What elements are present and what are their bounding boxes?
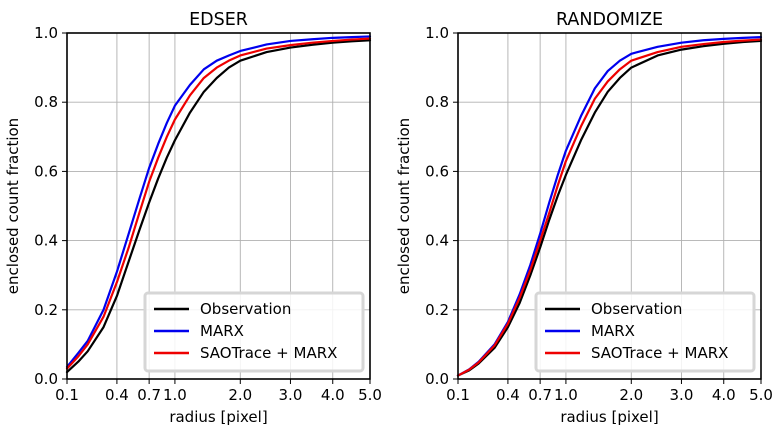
x-tick-label: 3.0 bbox=[279, 386, 303, 404]
y-tick-label: 1.0 bbox=[34, 24, 58, 42]
y-tick-label: 0.8 bbox=[425, 93, 449, 111]
series-line-saotrace-marx bbox=[456, 38, 763, 377]
series-line-saotrace-marx bbox=[65, 37, 372, 370]
chart-panel-1: 0.1 0.4 0.7 1.0 2.0 3.0 4.0 5.00.00.20.40.60.81… bbox=[4, 10, 382, 426]
legend-box bbox=[534, 291, 756, 373]
y-tick-label: 0.6 bbox=[425, 162, 449, 180]
x-tick-label: 0.1 bbox=[446, 386, 470, 404]
y-tick-label: 0.0 bbox=[425, 370, 449, 388]
x-tick-label: 1.0 bbox=[163, 386, 187, 404]
plot-frame bbox=[66, 32, 371, 380]
y-tick-label: 0.4 bbox=[34, 232, 58, 250]
series-line-observation bbox=[65, 39, 372, 374]
y-tick-label: 0.2 bbox=[425, 301, 449, 319]
x-tick-label: 5.0 bbox=[358, 386, 382, 404]
series-line-observation bbox=[456, 39, 763, 377]
x-tick-label: 0.4 bbox=[105, 386, 129, 404]
x-tick-label: 0.4 bbox=[496, 386, 520, 404]
y-axis-label: enclosed count fraction bbox=[395, 118, 413, 294]
chart-title: EDSER bbox=[189, 10, 248, 30]
y-tick-label: 0.8 bbox=[34, 93, 58, 111]
y-tick-label: 0.4 bbox=[425, 232, 449, 250]
y-axis-label: enclosed count fraction bbox=[4, 118, 22, 294]
legend: Observation MARX SAOTrace + MARX bbox=[534, 291, 756, 373]
y-tick-label: 0.2 bbox=[34, 301, 58, 319]
legend-label: MARX bbox=[591, 322, 635, 340]
x-tick-label: 2.0 bbox=[228, 386, 252, 404]
y-tick-label: 0.6 bbox=[34, 162, 58, 180]
legend-label: Observation bbox=[591, 300, 682, 318]
x-axis-label: radius [pixel] bbox=[560, 408, 658, 426]
chart-panel-2: 0.1 0.4 0.7 1.0 2.0 3.0 4.0 5.00.00.20.40.60.81… bbox=[395, 10, 773, 426]
x-tick-label: 0.7 bbox=[528, 386, 552, 404]
x-axis-label: radius [pixel] bbox=[169, 408, 267, 426]
x-tick-label: 0.1 bbox=[55, 386, 79, 404]
x-tick-label: 0.7 bbox=[137, 386, 161, 404]
x-tick-label: 2.0 bbox=[619, 386, 643, 404]
legend: Observation MARX SAOTrace + MARX bbox=[143, 291, 365, 373]
x-tick-label: 1.0 bbox=[554, 386, 578, 404]
legend-label: Observation bbox=[200, 300, 291, 318]
legend-box bbox=[143, 291, 365, 373]
x-tick-label: 4.0 bbox=[321, 386, 345, 404]
y-tick-label: 0.0 bbox=[34, 370, 58, 388]
plot-frame bbox=[457, 32, 762, 380]
legend-label: SAOTrace + MARX bbox=[200, 344, 337, 362]
legend-label: SAOTrace + MARX bbox=[591, 344, 728, 362]
x-tick-label: 5.0 bbox=[749, 386, 773, 404]
x-tick-label: 4.0 bbox=[712, 386, 736, 404]
y-tick-label: 1.0 bbox=[425, 24, 449, 42]
x-tick-label: 3.0 bbox=[670, 386, 694, 404]
chart-title: RANDOMIZE bbox=[556, 10, 663, 30]
series-line-marx bbox=[65, 35, 372, 368]
legend-label: MARX bbox=[200, 322, 244, 340]
